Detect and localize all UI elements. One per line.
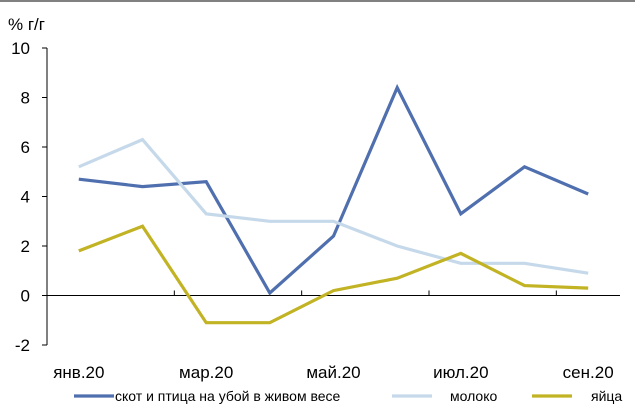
legend-label-2: яйца bbox=[591, 388, 622, 404]
x-tick-label: июл.20 bbox=[433, 363, 488, 382]
x-tick-label: сен.20 bbox=[563, 363, 614, 382]
x-tick-label: мар.20 bbox=[179, 363, 233, 382]
y-tick-label: 0 bbox=[21, 287, 30, 306]
legend: скот и птица на убой в живом весе молоко я… bbox=[74, 388, 622, 404]
legend-label-0: скот и птица на убой в живом весе bbox=[115, 388, 341, 404]
y-tick-label: -2 bbox=[15, 336, 30, 355]
legend-label-1: молоко bbox=[450, 388, 497, 404]
y-tick-label: 4 bbox=[21, 188, 30, 207]
y-tick-labels: -2 0 2 4 6 8 10 bbox=[11, 39, 30, 355]
y-tick-label: 6 bbox=[21, 138, 30, 157]
x-tick-label: янв.20 bbox=[53, 363, 104, 382]
axes bbox=[42, 47, 620, 346]
y-tick-label: 8 bbox=[21, 89, 30, 108]
x-tick-label: май.20 bbox=[306, 363, 360, 382]
x-tick-labels: янв.20 мар.20 май.20 июл.20 сен.20 bbox=[53, 363, 613, 382]
series-line-1 bbox=[78, 137, 589, 275]
y-unit-label: % г/г bbox=[8, 15, 45, 34]
y-tick-label: 2 bbox=[21, 237, 30, 256]
series-line-0 bbox=[78, 83, 589, 296]
series-lines bbox=[78, 83, 589, 325]
y-tick-label: 10 bbox=[11, 39, 30, 58]
series-line-2 bbox=[78, 224, 589, 325]
